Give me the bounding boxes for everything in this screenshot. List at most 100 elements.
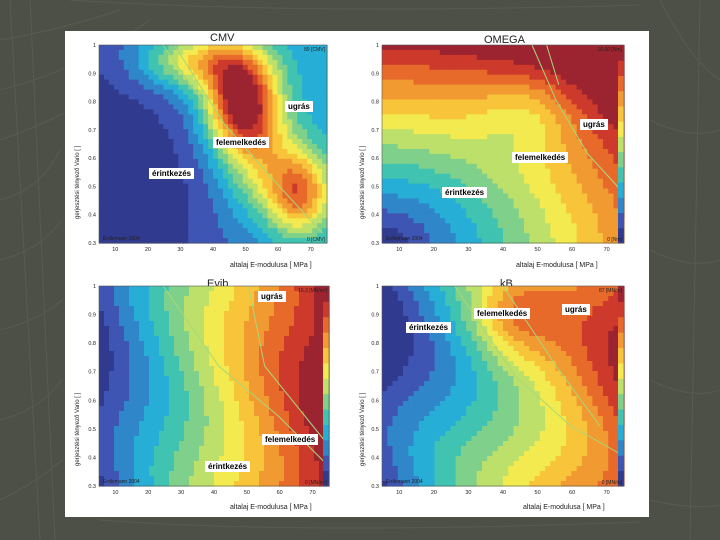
heatmap-cell — [292, 238, 298, 244]
heatmap-cell — [292, 208, 298, 214]
heatmap-cell — [503, 129, 509, 135]
heatmap-cell — [237, 218, 244, 224]
heatmap-cell — [229, 311, 235, 317]
heatmap-cell — [103, 203, 110, 209]
heatmap-cell — [164, 406, 170, 412]
heatmap-cell — [555, 198, 562, 204]
heatmap-cell — [524, 233, 530, 239]
heatmap-cell — [123, 178, 130, 185]
heatmap-cell — [139, 391, 145, 397]
heatmap-cell — [460, 208, 467, 214]
heatmap-cell — [403, 228, 409, 234]
heatmap-cell — [322, 89, 328, 96]
heatmap-cell — [513, 183, 520, 190]
heatmap-cell — [476, 49, 483, 56]
heatmap-cell — [476, 74, 483, 81]
heatmap-cell — [173, 49, 179, 56]
heatmap-cell — [208, 208, 214, 214]
heatmap-cell — [408, 153, 415, 160]
heatmap-cell — [597, 94, 604, 101]
heatmap-cell — [408, 124, 415, 130]
heatmap-cell — [534, 84, 541, 91]
heatmap-cell — [267, 144, 274, 150]
heatmap-cell — [173, 203, 179, 209]
heatmap-cell — [272, 119, 279, 125]
chart-omega: 10 20 30 40 50 60 700.30.40.50.60.70.80.9116.0… — [371, 43, 625, 253]
heatmap-cell — [204, 386, 210, 392]
heatmap-cell — [539, 193, 546, 200]
heatmap-cell — [178, 183, 184, 190]
heatmap-cell — [124, 416, 130, 422]
boundary-line — [173, 44, 323, 234]
heatmap-cell — [199, 301, 205, 307]
heatmap-cell — [392, 54, 399, 61]
heatmap-cell — [124, 376, 130, 382]
heatmap-cell — [534, 168, 541, 175]
heatmap-cell — [178, 148, 184, 155]
heatmap-cell — [566, 114, 572, 120]
heatmap-cell — [460, 223, 467, 229]
heatmap-cell — [287, 228, 293, 234]
heatmap-cell — [450, 228, 457, 234]
heatmap-cell — [227, 193, 234, 200]
heatmap-cell — [104, 296, 110, 302]
heatmap-cell — [418, 124, 425, 130]
y-tick-label: 0.9 — [88, 71, 96, 77]
heatmap-cell — [189, 436, 195, 442]
heatmap-cell — [560, 238, 567, 244]
heatmap-cell — [429, 213, 436, 219]
heatmap-cell — [408, 84, 415, 91]
heatmap-cell — [602, 84, 609, 91]
heatmap-cell — [466, 64, 473, 71]
heatmap-cell — [227, 99, 234, 105]
heatmap-cell — [103, 129, 110, 135]
heatmap-cell — [476, 104, 483, 110]
heatmap-cell — [217, 59, 224, 66]
heatmap-cell — [158, 144, 165, 150]
heatmap-cell — [139, 451, 145, 457]
heatmap-cell — [204, 326, 210, 332]
heatmap-cell — [392, 124, 399, 130]
heatmap-cell — [272, 203, 279, 209]
heatmap-cell — [550, 183, 557, 190]
heatmap-cell — [571, 99, 578, 105]
heatmap-cell — [576, 84, 583, 91]
heatmap-cell — [613, 99, 620, 105]
heatmap-cell — [503, 74, 509, 81]
heatmap-cell — [439, 198, 446, 204]
heatmap-cell — [529, 213, 536, 219]
heatmap-cell — [242, 134, 249, 140]
heatmap-cell — [184, 311, 190, 317]
heatmap-cell — [239, 406, 245, 412]
heatmap-cell — [534, 45, 541, 51]
heatmap-cell — [272, 213, 279, 219]
heatmap-cell — [139, 396, 145, 402]
heatmap-cell — [524, 183, 530, 190]
heatmap-cell — [550, 218, 557, 224]
heatmap-cell — [124, 301, 130, 307]
heatmap-cell — [587, 208, 594, 214]
heatmap-cell — [153, 114, 160, 120]
heatmap-cell — [169, 446, 175, 452]
heatmap-cell — [113, 134, 120, 140]
heatmap-cell — [550, 79, 557, 86]
heatmap-cell — [518, 84, 525, 91]
heatmap-cell — [139, 421, 145, 427]
heatmap-cell — [227, 49, 234, 56]
heatmap-cell — [203, 79, 209, 86]
heatmap-cell — [418, 168, 425, 175]
heatmap-cell — [513, 49, 520, 56]
heatmap-cell — [123, 139, 130, 145]
heatmap-cell — [434, 203, 441, 209]
heatmap-cell — [312, 54, 318, 61]
heatmap-cell — [168, 144, 174, 150]
heatmap-cell — [222, 64, 229, 71]
heatmap-cell — [277, 213, 283, 219]
heatmap-cell — [174, 301, 180, 307]
heatmap-cell — [194, 471, 200, 477]
heatmap-cell — [317, 158, 323, 165]
heatmap-cell — [460, 104, 467, 110]
heatmap-cell — [144, 471, 150, 477]
heatmap-cell — [566, 198, 572, 204]
heatmap-cell — [149, 436, 155, 442]
